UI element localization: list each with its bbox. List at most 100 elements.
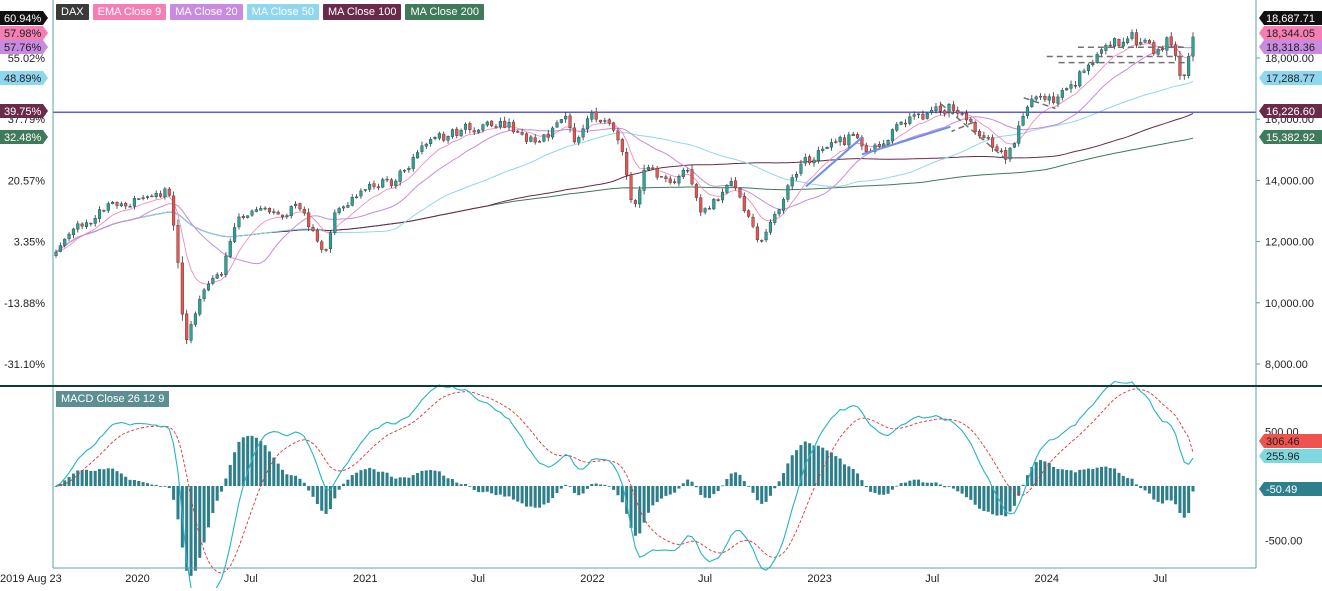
candle-body — [189, 324, 193, 341]
candle-body — [838, 136, 842, 143]
candle — [598, 119, 603, 124]
macd-histogram-bar — [516, 486, 520, 502]
macd-histogram-bar — [450, 478, 454, 486]
legend-ma-50[interactable]: MA Close 50 — [246, 4, 319, 20]
candle-body — [385, 178, 389, 181]
candle — [590, 109, 594, 123]
candle — [1069, 80, 1073, 93]
left-axis-tick-label: 20.57% — [8, 175, 46, 187]
candle — [285, 213, 289, 219]
legend-ma-20[interactable]: MA Close 20 — [170, 4, 243, 20]
candle — [411, 153, 415, 172]
macd-histogram-bar — [1113, 468, 1117, 486]
candle-body — [1104, 44, 1108, 51]
candle-body — [760, 240, 764, 242]
candle-body — [1174, 44, 1178, 56]
candle — [633, 199, 637, 208]
macd-histogram-bar — [294, 475, 298, 486]
macd-histogram-bar — [237, 441, 241, 486]
candle-body — [917, 113, 921, 116]
macd-histogram-bar — [128, 479, 132, 486]
candle — [237, 213, 241, 230]
last-price-tag-text: 18,687.71 — [1266, 13, 1315, 25]
macd-histogram-bar — [220, 486, 224, 492]
left-axis-tick-label: 3.35% — [14, 237, 45, 249]
candle — [607, 118, 611, 126]
candle-body — [603, 120, 607, 122]
candle — [54, 249, 58, 258]
x-axis-tick-label: Jul — [925, 573, 939, 585]
macd-value-tag: -50.49 — [1259, 482, 1322, 496]
trend-lines-layer — [805, 46, 1185, 188]
legend-ma-200[interactable]: MA Close 200 — [405, 4, 484, 20]
candle — [790, 174, 794, 190]
candle-body — [546, 133, 550, 138]
indicator-value-tag: 16,226.60 — [1259, 104, 1322, 118]
candle — [89, 222, 93, 227]
candle-body — [1060, 90, 1064, 98]
macd-histogram-bar — [555, 486, 559, 494]
legend-ema-9[interactable]: EMA Close 9 — [92, 4, 167, 20]
macd-histogram-bar — [1156, 486, 1160, 502]
macd-histogram-bar — [119, 473, 123, 486]
macd-histogram-bar — [1117, 472, 1121, 486]
candle-body — [302, 209, 306, 214]
macd-histogram-bar — [572, 486, 576, 493]
candle — [930, 106, 934, 115]
candle-body — [259, 208, 263, 211]
candle-body — [58, 245, 62, 252]
candle — [424, 142, 428, 150]
macd-histogram-bar — [494, 486, 498, 496]
candle — [494, 124, 498, 129]
candle — [921, 110, 925, 121]
macd-histogram-bar — [206, 486, 210, 528]
macd-histogram-bar — [141, 482, 145, 486]
macd-histogram-bar — [411, 475, 415, 486]
candle-body — [503, 120, 507, 128]
candle — [433, 136, 437, 141]
candle — [67, 231, 71, 242]
macd-histogram-bar — [1104, 466, 1108, 486]
macd-histogram-bar — [1052, 466, 1056, 486]
legend-dax[interactable]: DAX — [56, 4, 89, 20]
candle — [1117, 38, 1121, 48]
candle — [934, 102, 938, 114]
macd-histogram-bar — [1152, 486, 1156, 500]
macd-histogram-bar — [842, 464, 847, 486]
candle — [385, 176, 389, 183]
macd-histogram-bar — [1178, 486, 1182, 513]
candle-body — [1134, 32, 1138, 45]
macd-histogram-bar — [947, 486, 951, 487]
candle-body — [455, 128, 459, 136]
legend-macd[interactable]: MACD Close 26 12 9 — [56, 391, 170, 407]
last-price-percent-tag: 60.94% — [0, 11, 48, 25]
candle-body — [76, 223, 80, 230]
macd-histogram-bar — [472, 486, 476, 491]
macd-histogram-bar — [546, 486, 550, 503]
macd-histogram-bar — [934, 482, 938, 486]
macd-histogram-bar — [429, 469, 433, 486]
candle-body — [720, 191, 725, 201]
macd-histogram-bar — [163, 485, 167, 487]
candle — [951, 100, 955, 115]
macd-histogram-bar — [651, 486, 655, 506]
macd-histogram-bar — [320, 486, 324, 511]
candle — [585, 115, 590, 133]
candle-body — [1139, 42, 1143, 45]
candle — [507, 118, 511, 131]
candle-body — [991, 137, 995, 148]
candle — [250, 209, 254, 217]
candle-body — [433, 137, 437, 139]
candle-body — [485, 121, 489, 126]
candle-body — [167, 188, 171, 196]
candle-body — [224, 255, 228, 276]
candle — [202, 287, 206, 302]
legend-ma-100[interactable]: MA Close 100 — [322, 4, 402, 20]
macd-histogram-bar — [603, 484, 607, 486]
candle-body — [729, 181, 733, 186]
candle — [115, 201, 119, 209]
candle — [808, 154, 812, 166]
candle-body — [137, 198, 141, 200]
candle — [838, 135, 842, 146]
